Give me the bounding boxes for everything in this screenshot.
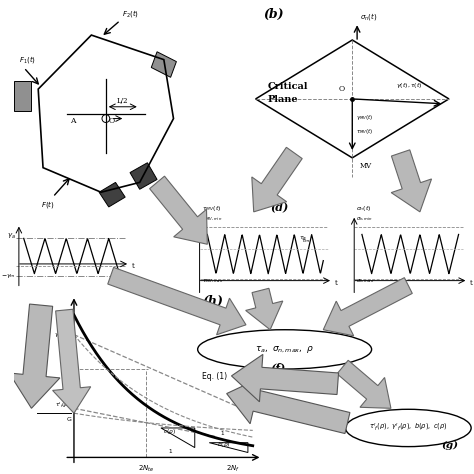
Text: $2N_f$: $2N_f$ [227, 464, 240, 474]
Text: $\tau_m$: $\tau_m$ [301, 237, 311, 245]
Polygon shape [108, 267, 246, 335]
Text: O: O [339, 85, 345, 93]
Polygon shape [227, 377, 350, 434]
Polygon shape [151, 52, 176, 77]
Text: $\tau_{MV}(t)$: $\tau_{MV}(t)$ [356, 128, 374, 137]
Text: $F_2(t)$: $F_2(t)$ [122, 8, 139, 19]
Text: t: t [470, 279, 473, 287]
Text: A: A [70, 118, 75, 126]
Text: $\gamma_a$: $\gamma_a$ [7, 232, 16, 241]
Text: $\tau_{MV}(t)$: $\tau_{MV}(t)$ [201, 204, 221, 213]
Text: $\tau'_f(\rho),\ \gamma'_f(\rho),\ b(\rho),\ c(\rho)$: $\tau'_f(\rho),\ \gamma'_f(\rho),\ b(\rh… [369, 422, 448, 433]
Text: $\gamma_{MV}(t)$: $\gamma_{MV}(t)$ [356, 112, 374, 121]
Text: t: t [132, 262, 135, 270]
Text: $\tau_a$: $\tau_a$ [299, 234, 307, 242]
Text: $\gamma_a$: $\gamma_a$ [62, 310, 71, 320]
Polygon shape [150, 176, 207, 244]
Text: (b): (b) [264, 9, 284, 21]
Polygon shape [53, 309, 91, 413]
Text: $\sigma_n(t)$: $\sigma_n(t)$ [360, 11, 377, 22]
Text: (f): (f) [270, 363, 285, 374]
Polygon shape [246, 288, 283, 330]
Bar [14, 81, 31, 111]
Text: 1: 1 [221, 431, 225, 436]
Text: 1: 1 [169, 449, 172, 455]
Text: $F(t)$: $F(t)$ [41, 200, 55, 210]
Text: $\tau_{MV,max}$: $\tau_{MV,max}$ [201, 277, 223, 284]
Text: Critical: Critical [267, 82, 308, 91]
Polygon shape [231, 355, 338, 402]
Text: $2N_{te}$: $2N_{te}$ [138, 464, 155, 474]
Polygon shape [99, 182, 125, 207]
Text: O: O [109, 118, 115, 126]
Text: Plane: Plane [267, 95, 298, 104]
Polygon shape [130, 163, 157, 189]
Text: t: t [335, 279, 337, 287]
Text: $\sigma_{n,min}$: $\sigma_{n,min}$ [356, 215, 373, 223]
Text: $\gamma(t), \tau(t)$: $\gamma(t), \tau(t)$ [396, 81, 422, 90]
Text: (g): (g) [441, 440, 458, 450]
Text: $F_1(t)$: $F_1(t)$ [19, 54, 36, 65]
Text: $\tau'_f(\rho)$: $\tau'_f(\rho)$ [55, 401, 71, 410]
Text: G: G [66, 417, 71, 421]
Polygon shape [391, 150, 431, 212]
Text: $\gamma'_f(\rho)$: $\gamma'_f(\rho)$ [54, 330, 71, 339]
Text: $\tau_a,\ \sigma_{n,max},\ \rho$: $\tau_a,\ \sigma_{n,max},\ \rho$ [255, 344, 314, 355]
Polygon shape [337, 360, 391, 408]
Polygon shape [323, 278, 412, 336]
Text: $\sigma_{n,max}$: $\sigma_{n,max}$ [356, 277, 374, 284]
Text: $c(\rho)$: $c(\rho)$ [163, 427, 176, 436]
Text: Eq. (1): Eq. (1) [202, 372, 228, 381]
Text: $\gamma_0$: $\gamma_0$ [62, 365, 71, 374]
Text: $\tau_{MV,min}$: $\tau_{MV,min}$ [201, 215, 222, 223]
Polygon shape [9, 304, 60, 408]
Text: L/2: L/2 [117, 97, 128, 105]
Text: $b(\rho)$: $b(\rho)$ [217, 439, 230, 448]
Text: MV: MV [360, 162, 372, 170]
Polygon shape [252, 147, 302, 212]
Text: $\sigma_n(t)$: $\sigma_n(t)$ [356, 204, 372, 213]
Text: (h): (h) [202, 295, 223, 308]
Text: $-\gamma_m$: $-\gamma_m$ [1, 272, 16, 280]
Text: (d): (d) [270, 201, 288, 212]
